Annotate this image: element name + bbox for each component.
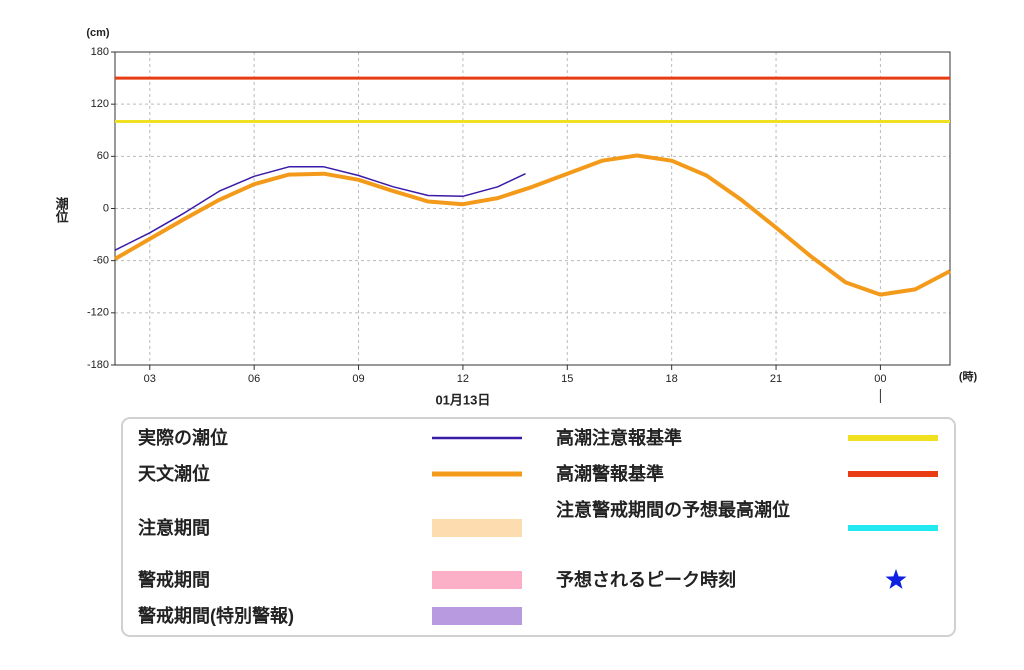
y-unit: (cm) xyxy=(86,27,110,39)
x-unit: (時) xyxy=(959,369,978,383)
legend-star xyxy=(885,569,907,589)
plot-frame xyxy=(114,51,951,366)
y-tick-label: 60 xyxy=(97,150,109,162)
x-tick-label: 00 xyxy=(874,373,886,385)
tide-line xyxy=(114,153,951,297)
legend-label: 注意警戒期間の予想最高潮位 xyxy=(556,500,790,520)
x-tick-label: 12 xyxy=(457,373,469,385)
legend-box xyxy=(121,417,956,637)
legend-label: 注意期間 xyxy=(138,518,210,538)
date-label: 01月13日 xyxy=(435,392,490,407)
y-tick-label: -180 xyxy=(87,359,109,371)
x-tick-label: 18 xyxy=(666,373,678,385)
y-tick-label: -60 xyxy=(93,255,109,267)
tide-line xyxy=(114,166,526,251)
y-label: 潮位 xyxy=(54,196,69,224)
legend-swatch xyxy=(432,607,522,625)
legend-label: 実際の潮位 xyxy=(138,428,228,448)
y-tick-label: -120 xyxy=(87,307,109,319)
y-tick-label: 0 xyxy=(103,202,109,214)
legend-label: 警戒期間 xyxy=(138,570,210,590)
x-tick-label: 09 xyxy=(352,373,364,385)
legend-label: 警戒期間(特別警報) xyxy=(138,606,294,626)
legend-label: 予想されるピーク時刻 xyxy=(556,570,736,590)
legend-swatch xyxy=(432,571,522,589)
y-tick-label: 120 xyxy=(91,98,109,110)
legend-label: 高潮注意報基準 xyxy=(556,428,682,448)
legend-swatch xyxy=(432,519,522,537)
legend-label: 高潮警報基準 xyxy=(556,464,664,484)
x-tick-label: 06 xyxy=(248,373,260,385)
x-tick-label: 03 xyxy=(144,373,156,385)
legend-label: 天文潮位 xyxy=(138,464,210,484)
x-tick-label: 21 xyxy=(770,373,782,385)
x-tick-label: 15 xyxy=(561,373,573,385)
y-tick-label: 180 xyxy=(91,46,109,58)
